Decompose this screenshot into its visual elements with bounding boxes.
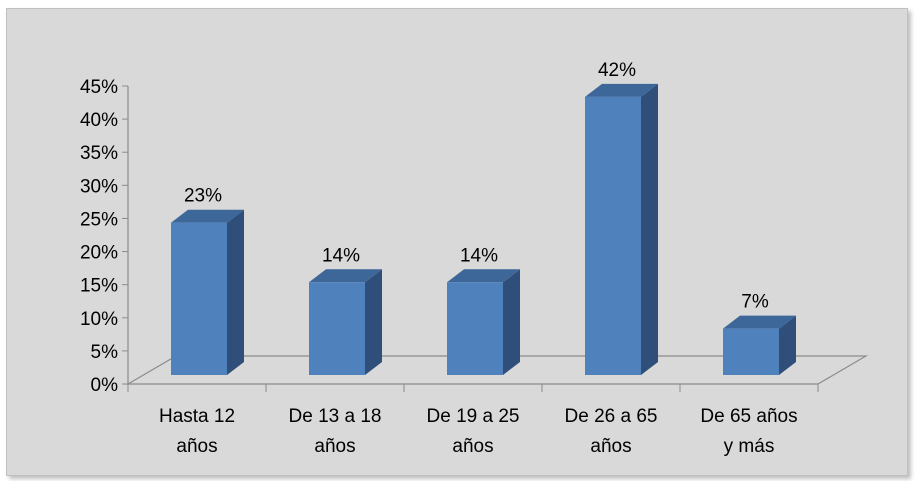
category-label: y más [724,436,775,457]
category-label: De 26 a 65 [565,406,658,427]
bar-side [365,269,382,375]
data-label: 7% [741,292,769,313]
chart-floor [125,355,869,385]
bar-side [227,209,244,375]
y-tick-label: 15% [80,276,118,297]
bars [171,83,796,375]
category-label: De 65 años [700,406,797,427]
bar-front [309,282,365,375]
y-tick-label: 20% [80,243,118,264]
bar-side [779,315,796,375]
bar-top [585,83,658,97]
y-tick-label: 10% [80,309,118,330]
bar-side [503,269,520,375]
bar [585,83,658,375]
y-tick-label: 30% [80,176,118,197]
data-label: 42% [598,60,636,81]
bar [171,209,244,375]
bar-top [723,315,796,329]
y-tick-label: 5% [91,342,119,363]
category-label: años [314,436,355,457]
bar-front [171,222,227,375]
bar [723,315,796,375]
chart-area [6,8,908,476]
y-tick-label: 25% [80,209,118,230]
data-label: 23% [184,186,222,207]
bar-front [585,96,641,375]
bar-front [723,328,779,375]
y-tick-label: 0% [91,375,119,396]
y-tick-label: 45% [80,77,118,98]
bar-side [641,83,658,375]
category-label: Hasta 12 [159,406,235,427]
category-label: años [176,436,217,457]
bar-top [171,209,244,223]
axes: 0% 5% 10% 15% 20% 25% 30% 35% 40% 45% [80,77,869,396]
data-label: 14% [460,245,498,266]
y-tick-label: 35% [80,143,118,164]
category-label: De 19 a 25 [427,406,520,427]
bar-front [447,282,503,375]
y-tick-label: 40% [80,110,118,131]
bar [309,269,382,375]
data-label: 14% [322,245,360,266]
category-label: años [590,436,631,457]
bar [447,269,520,375]
bar-top [447,269,520,283]
bar-top [309,269,382,283]
labels: 23% Hasta 12 años 14% De 13 a 18 años 14% De 19… [159,60,798,457]
category-label: De 13 a 18 [289,406,382,427]
category-label: años [452,436,493,457]
